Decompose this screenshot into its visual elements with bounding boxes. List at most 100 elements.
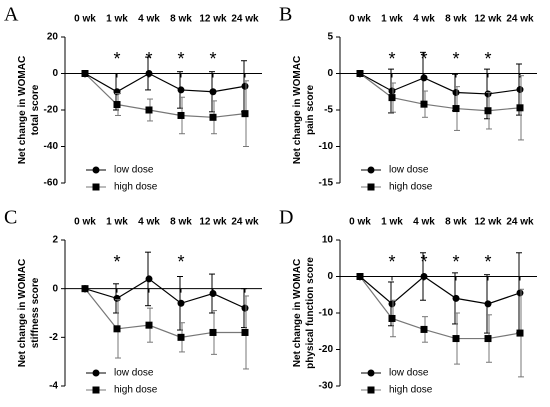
data-point [113,325,121,333]
data-point [209,113,217,121]
y-tick-label: 0 [52,68,58,79]
data-point [241,110,249,118]
x-tick-label: 24 wk [231,14,259,25]
series-line [359,73,521,112]
x-tick-label: 4 wk [413,14,435,25]
y-tick-label: -5 [324,105,333,116]
data-point [516,86,524,94]
data-point [145,321,153,329]
legend-label: high dose [114,182,158,193]
y-axis-label: Net change in WOMAC total score [17,56,41,164]
series-line [84,73,246,118]
y-axis-label-line: Net change in WOMAC [292,56,303,164]
x-tick-label: 8 wk [170,14,192,25]
x-tick-label: 8 wk [445,217,467,228]
data-point [356,273,364,280]
data-point [177,299,185,307]
x-tick-label: 24 wk [231,217,259,228]
x-tick-label: 0 wk [349,14,371,25]
data-point [516,329,524,337]
significance-mark: * [177,49,184,69]
significance-mark: * [145,49,152,69]
series-line [359,275,521,305]
y-tick-label: 2 [52,235,58,246]
data-point [484,90,492,98]
significance-mark: * [177,252,184,272]
y-axis-label-line: physical function score [305,257,316,369]
significance-mark: * [452,252,459,272]
data-point [452,88,460,96]
data-point [145,70,153,77]
y-tick-label: -30 [319,381,334,392]
data-point [420,74,428,82]
significance-mark: * [113,49,120,69]
data-point [177,86,185,94]
y-axis-label: Net change in WOMAC physical function sco… [292,257,316,369]
x-tick-label: 1 wk [106,217,128,228]
x-tick-label: 1 wk [381,14,403,25]
y-tick-label: -2 [49,332,58,343]
data-point [516,104,524,112]
x-tick-label: 4 wk [138,14,160,25]
y-tick-label: 20 [47,32,59,43]
series-line [359,72,521,95]
legend-label: high dose [389,385,433,396]
y-tick-label: -4 [49,381,58,392]
panel-letter: B [279,4,292,26]
data-point [516,289,524,297]
x-tick-label: 0 wk [74,217,96,228]
data-point [452,294,460,302]
panel-letter: D [279,207,293,229]
x-tick-label: 12 wk [474,14,502,25]
legend-label: low dose [114,165,154,176]
legend-label: low dose [389,368,429,379]
legend-label: high dose [114,385,158,396]
data-point [388,94,396,102]
y-axis-label-line: Net change in WOMAC [292,259,303,367]
legend-marker [367,369,375,377]
data-point [81,70,89,77]
y-tick-label: 5 [327,32,333,43]
y-tick-label: -15 [319,178,334,189]
significance-mark: * [452,49,459,69]
x-tick-label: 1 wk [106,14,128,25]
data-point [356,70,364,77]
x-tick-label: 4 wk [138,217,160,228]
y-tick-label: 0 [327,271,333,282]
y-tick-label: -40 [44,141,59,152]
y-tick-label: -20 [44,105,59,116]
data-point [484,300,492,308]
significance-mark: * [484,252,491,272]
legend-marker [367,166,375,174]
y-tick-label: -10 [319,141,334,152]
legend-marker [92,183,100,191]
data-point [484,335,492,343]
x-tick-label: 8 wk [445,14,467,25]
y-tick-label: -10 [319,308,334,319]
y-axis-label-line: total score [30,84,41,135]
legend-marker [367,183,375,191]
data-point [177,111,185,119]
series-line [84,72,246,93]
x-tick-label: 24 wk [506,217,534,228]
x-tick-label: 0 wk [74,14,96,25]
data-point [209,290,217,298]
data-point [113,88,121,96]
legend-label: high dose [389,182,433,193]
y-axis-label-line: pain score [305,85,316,135]
x-tick-label: 0 wk [349,217,371,228]
y-axis-label: Net change in WOMAC stiffness score [17,259,41,367]
data-point [177,333,185,341]
x-tick-label: 12 wk [199,14,227,25]
data-point [113,101,121,109]
data-point [241,82,249,90]
legend-marker [367,386,375,394]
y-axis-label-line: Net change in WOMAC [17,259,28,367]
data-point [209,328,217,336]
data-point [209,88,217,96]
legend-marker [92,386,100,394]
data-point [388,300,396,308]
y-tick-label: -60 [44,178,59,189]
data-point [81,285,89,293]
